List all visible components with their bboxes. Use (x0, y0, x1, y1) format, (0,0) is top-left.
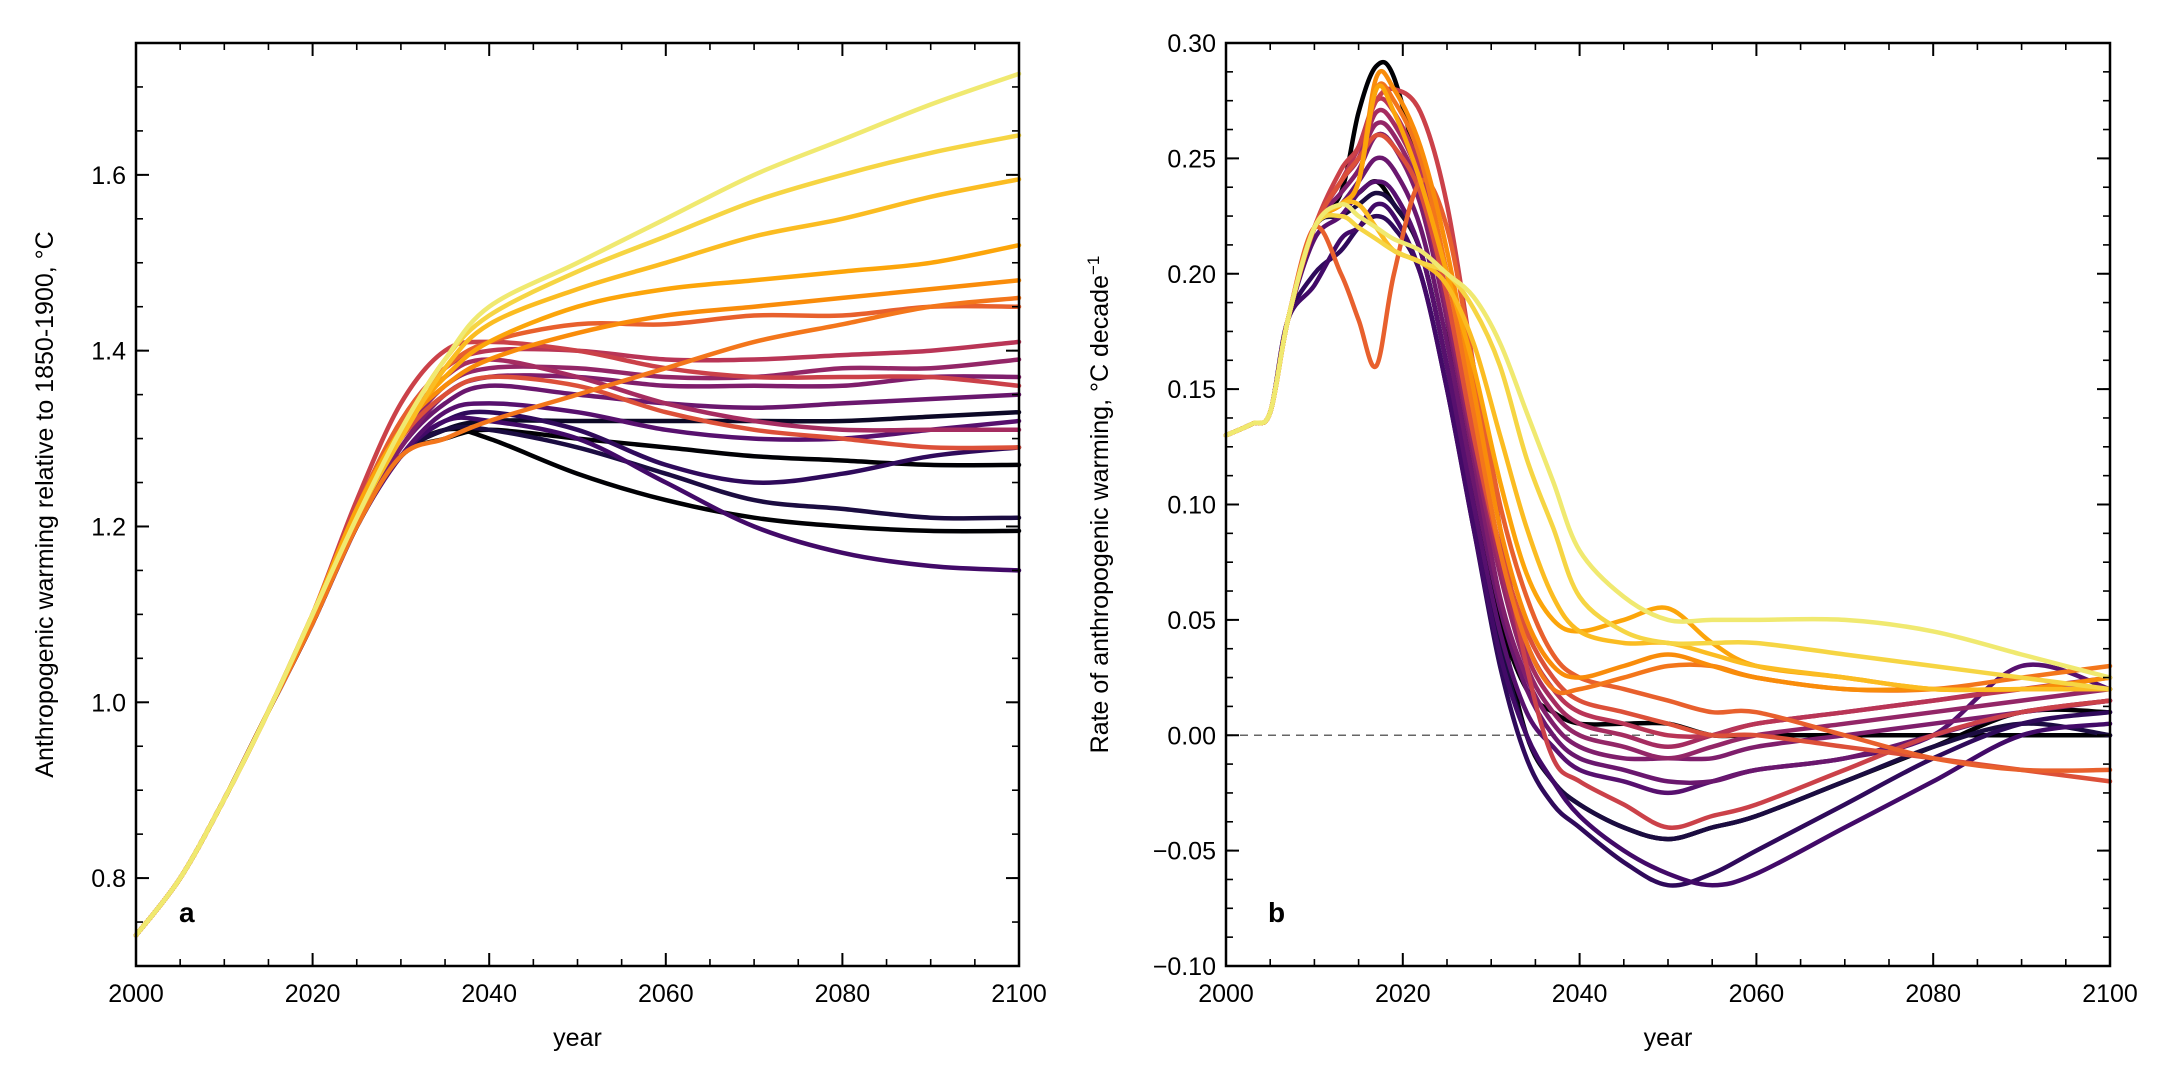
panel-b-xtick-label: 2000 (1198, 980, 1254, 1008)
panel-a-series-line (133, 383, 1022, 938)
panel-a-ytick-label: 1.0 (91, 689, 126, 717)
panel-a-ylabel: Anthropogenic warming relative to 1850-1… (31, 231, 59, 777)
panel-b-series-line (1223, 202, 2113, 680)
panel-b-ytick-label: 0.05 (1167, 607, 1216, 635)
panel-b-ytick-label: 0.00 (1167, 722, 1216, 750)
panel-b-ytick-label: 0.20 (1167, 261, 1216, 289)
panel-a-letter: a (179, 897, 195, 928)
panel-a-series-line (133, 409, 1022, 938)
panel-b-xtick-label: 2040 (1552, 980, 1608, 1008)
panel-a-ytick-label: 1.4 (91, 338, 126, 366)
panel-b-ytick-label: 0.15 (1167, 376, 1216, 404)
panel-a-frame (134, 41, 1021, 968)
panel-a-ytick-label: 1.2 (91, 513, 126, 541)
panel-a-xtick-label: 2020 (285, 980, 341, 1008)
panel-b-ylabel: Rate of anthropogenic warming, °C decade… (1084, 256, 1115, 754)
panel-b-ytick-label: −0.10 (1153, 953, 1216, 981)
panel-b-frame (1224, 41, 2112, 968)
panel-a-ytick-label: 1.6 (91, 162, 126, 190)
panel-a-series-group (133, 71, 1022, 938)
panel-b-series-group (1223, 59, 2113, 888)
panel-b-ytick-label: 0.25 (1167, 145, 1216, 173)
panel-b-xtick-label: 2080 (1905, 980, 1961, 1008)
panel-b-letter: b (1268, 897, 1285, 928)
panel-a-series-line (133, 71, 1022, 938)
panel-a-ytick-label: 0.8 (91, 865, 126, 893)
panel-b-xtick-label: 2020 (1375, 980, 1431, 1008)
panel-b-ylabel-superscript: −1 (1084, 256, 1103, 275)
panel-a-xtick-label: 2000 (108, 980, 164, 1008)
panel-a-series-line (133, 426, 1022, 938)
panel-b-series-line (1223, 69, 2113, 693)
panel-b-ylabel-main: Rate of anthropogenic warming, °C decade (1086, 275, 1114, 753)
panel-b-ytick-label: 0.10 (1167, 492, 1216, 520)
panel-a-series-line (133, 374, 1022, 938)
panel-b-ytick-label: −0.05 (1153, 838, 1216, 866)
panel-b-series-line (1223, 199, 2113, 693)
panel-b-xlabel: year (1644, 1024, 1693, 1052)
panel-a-xtick-label: 2080 (815, 980, 871, 1008)
panel-b-series-line (1223, 201, 2113, 888)
panel-a-series-line (133, 415, 1022, 938)
panel-a-series-line (133, 427, 1022, 938)
panel-b-ytick-label: 0.30 (1167, 30, 1216, 58)
panel-a-xtick-label: 2060 (638, 980, 694, 1008)
panel-b-series-line (1223, 190, 2113, 842)
panel-a-series-line (133, 424, 1022, 938)
panel-b: 2000 2020 2040 2060 2080 2100 −0.10 −0.05 0.00 0.… (1084, 30, 2138, 1052)
panel-b-xtick-label: 2060 (1729, 980, 1785, 1008)
panel-a-series-line (133, 133, 1022, 938)
panel-a-series-line (133, 401, 1022, 938)
panel-a-xtick-label: 2040 (461, 980, 517, 1008)
panel-a-series-line (133, 409, 1022, 938)
panel-a-tick-group: 2000 2020 2040 2060 2080 2100 0.8 1.0 1.2 1.4 1.6 (91, 42, 1047, 1008)
panel-a-series-line (133, 295, 1022, 938)
panel-b-xtick-label: 2100 (2082, 980, 2138, 1008)
panel-a-xlabel: year (553, 1024, 602, 1052)
panel-a-series-line (133, 373, 1022, 938)
panel-a-xtick-label: 2100 (991, 980, 1047, 1008)
panel-a: 2000 2020 2040 2060 2080 21000.81.01.21.41.6 … (31, 41, 1047, 1052)
panel-b-series-line (1223, 83, 2113, 693)
